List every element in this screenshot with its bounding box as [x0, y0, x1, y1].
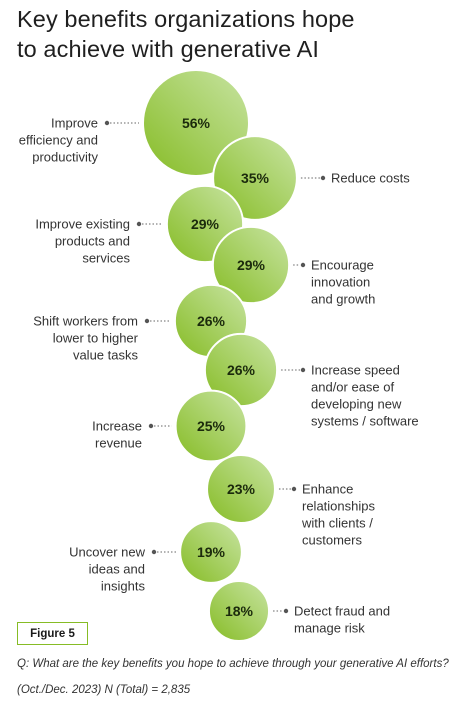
bubble-uncover-new-ideas-and-insights — [179, 520, 243, 584]
value-label-reduce-costs: 35% — [241, 170, 270, 186]
category-label-line: relationships — [302, 499, 375, 514]
category-label-line: manage risk — [294, 621, 365, 636]
category-label-line: Detect fraud and — [294, 604, 390, 619]
bubble-improve-efficiency-and-productivity — [142, 69, 250, 177]
footnote-question: Q: What are the key benefits you hope to… — [17, 658, 449, 670]
category-label-line: developing new — [311, 397, 402, 412]
leader-dot-improve-existing-products-and-services — [136, 221, 142, 227]
leader-dot-enhance-relationships-with-clients-customers — [291, 486, 297, 492]
category-label-line: with clients / — [301, 516, 373, 531]
category-label-improve-efficiency-and-productivity: Improve efficiency and productivity — [19, 116, 99, 165]
category-label-line: Uncover new — [69, 545, 145, 560]
leader-dot-reduce-costs — [320, 175, 326, 181]
category-label-line: Increase speed — [311, 363, 400, 378]
category-label-line: and/or ease of — [311, 380, 395, 395]
category-label-line: customers — [302, 533, 362, 548]
value-label-detect-fraud-and-manage-risk: 18% — [225, 603, 254, 619]
value-label-increase-revenue: 25% — [197, 418, 226, 434]
value-label-enhance-relationships-with-clients-customers: 23% — [227, 481, 256, 497]
category-label-line: innovation — [311, 275, 370, 290]
category-label-line: insights — [101, 579, 146, 594]
category-label-reduce-costs: Reduce costs — [331, 171, 410, 186]
category-label-line: and growth — [311, 292, 375, 307]
leader-dot-detect-fraud-and-manage-risk — [283, 608, 289, 614]
category-label-line: Shift workers from — [33, 314, 138, 329]
category-label-line: ideas and — [89, 562, 145, 577]
category-label-line: productivity — [32, 150, 98, 165]
bubble-enhance-relationships-with-clients-customers — [206, 454, 276, 524]
category-label-line: Encourage — [311, 258, 374, 273]
category-label-line: products and — [55, 234, 130, 249]
value-label-shift-workers-from-lower-to-higher-value-tasks: 26% — [197, 313, 226, 329]
category-label-line: value tasks — [73, 348, 139, 363]
category-label-line: lower to higher — [53, 331, 139, 346]
category-label-line: revenue — [95, 436, 142, 451]
leader-dot-encourage-innovation-and-growth — [300, 262, 306, 268]
category-label-line: Improve existing — [35, 217, 130, 232]
figure-label: Figure 5 — [17, 622, 88, 645]
bubble-increase-revenue — [174, 389, 248, 463]
leader-dot-improve-efficiency-and-productivity — [104, 120, 110, 126]
footnote-sample: (Oct./Dec. 2023) N (Total) = 2,835 — [17, 684, 191, 696]
leader-dot-uncover-new-ideas-and-insights — [151, 549, 157, 555]
category-label-enhance-relationships-with-clients-customers: Enhance relationships with clients / custom… — [301, 482, 375, 548]
value-label-improve-efficiency-and-productivity: 56% — [182, 115, 211, 131]
value-label-uncover-new-ideas-and-insights: 19% — [197, 544, 226, 560]
category-label-improve-existing-products-and-services: Improve existing products and services — [35, 217, 130, 266]
value-label-encourage-innovation-and-growth: 29% — [237, 257, 266, 273]
category-label-increase-speed-and-or-ease-of-developing-new-systems-software: Increase speed and/or ease of developing n… — [311, 363, 419, 429]
category-label-increase-revenue: Increase revenue — [92, 419, 142, 451]
category-label-line: Increase — [92, 419, 142, 434]
category-label-line: systems / software — [311, 414, 419, 429]
category-label-line: Reduce costs — [331, 171, 410, 186]
bubble-detect-fraud-and-manage-risk — [207, 579, 271, 643]
category-label-shift-workers-from-lower-to-higher-value-tasks: Shift workers from lower to higher value t… — [33, 314, 138, 363]
value-label-improve-existing-products-and-services: 29% — [191, 216, 220, 232]
category-label-detect-fraud-and-manage-risk: Detect fraud and manage risk — [294, 604, 390, 636]
leader-dot-increase-speed-and-or-ease-of-developing-new-systems-software — [300, 367, 306, 373]
chart-title-line-2: to achieve with generative AI — [17, 36, 320, 62]
leader-dot-increase-revenue — [148, 423, 154, 429]
category-label-line: Enhance — [302, 482, 353, 497]
category-label-encourage-innovation-and-growth: Encourage innovation and growth — [311, 258, 375, 307]
bubble-encourage-innovation-and-growth — [211, 225, 291, 305]
category-label-uncover-new-ideas-and-insights: Uncover new ideas and insights — [69, 545, 145, 594]
category-label-line: Improve — [51, 116, 98, 131]
value-label-increase-speed-and-or-ease-of-developing-new-systems-software: 26% — [227, 362, 256, 378]
chart-title-line-1: Key benefits organizations hope — [17, 6, 355, 32]
category-label-line: efficiency and — [19, 133, 98, 148]
leader-dot-shift-workers-from-lower-to-higher-value-tasks — [144, 318, 150, 324]
chart-title: Key benefits organizations hope to achie… — [17, 4, 457, 64]
category-label-line: services — [82, 251, 130, 266]
